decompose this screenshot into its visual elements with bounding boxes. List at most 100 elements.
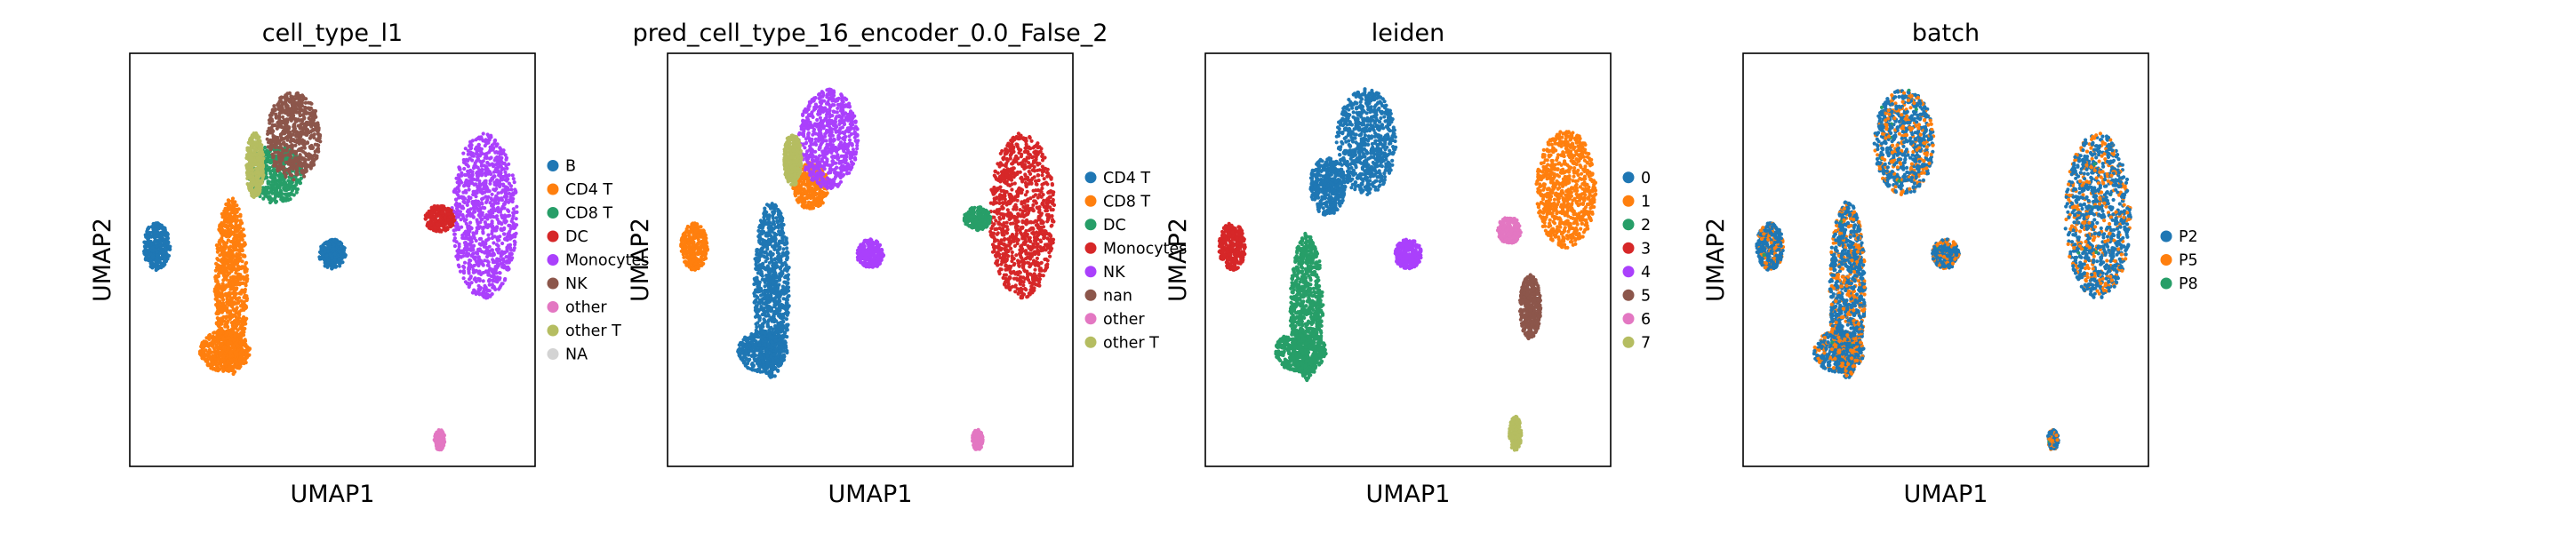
- data-point: [492, 187, 496, 192]
- data-point: [253, 146, 258, 150]
- data-point: [243, 254, 247, 259]
- data-point: [480, 202, 484, 206]
- data-point: [300, 155, 304, 160]
- data-point: [484, 250, 488, 254]
- data-point: [476, 255, 481, 259]
- data-point: [160, 235, 164, 239]
- data-point: [216, 331, 220, 337]
- data-point: [295, 165, 300, 170]
- data-point: [432, 205, 436, 210]
- data-point: [295, 94, 300, 99]
- data-point: [315, 123, 319, 127]
- data-point: [224, 244, 228, 249]
- data-point: [490, 226, 494, 230]
- data-point: [288, 183, 292, 188]
- data-point: [231, 239, 236, 243]
- data-point: [464, 178, 468, 183]
- data-point: [471, 251, 476, 256]
- data-point: [288, 149, 292, 154]
- data-point: [479, 137, 484, 141]
- data-point: [479, 291, 484, 296]
- data-point: [228, 350, 233, 354]
- data-point: [215, 250, 220, 254]
- data-point: [294, 178, 300, 182]
- data-point: [291, 113, 295, 117]
- data-point: [148, 261, 153, 266]
- data-point: [477, 154, 483, 158]
- data-point: [438, 228, 443, 233]
- data-point: [223, 285, 228, 290]
- data-point: [503, 200, 508, 204]
- data-point: [460, 180, 464, 185]
- data-point: [144, 256, 148, 260]
- data-point: [461, 216, 466, 220]
- data-point: [492, 241, 496, 245]
- data-point: [452, 190, 458, 195]
- data-point: [433, 219, 437, 223]
- data-point: [437, 447, 442, 451]
- data-point: [468, 147, 473, 151]
- y-axis-label: UMAP2: [89, 218, 116, 302]
- data-point: [464, 190, 468, 195]
- data-point: [156, 266, 160, 271]
- data-point: [248, 174, 252, 179]
- data-point: [476, 165, 480, 170]
- data-point: [479, 236, 484, 241]
- data-point: [490, 176, 494, 180]
- data-point: [480, 197, 484, 202]
- data-point: [501, 184, 506, 188]
- data-point: [449, 221, 453, 226]
- legend-label: B: [565, 158, 576, 176]
- data-point: [438, 439, 443, 443]
- data-point: [291, 167, 296, 171]
- data-point: [228, 292, 232, 297]
- data-point: [481, 279, 485, 283]
- data-point: [254, 174, 259, 179]
- data-point: [497, 277, 501, 282]
- data-point: [512, 246, 516, 251]
- data-point: [455, 205, 460, 210]
- data-point: [247, 346, 252, 351]
- data-point: [483, 242, 487, 246]
- data-point: [156, 221, 160, 226]
- data-point: [276, 150, 280, 155]
- data-point: [505, 249, 509, 253]
- data-point: [490, 291, 494, 297]
- data-point: [320, 251, 324, 256]
- data-point: [284, 109, 288, 115]
- data-point: [251, 163, 255, 167]
- data-point: [220, 329, 224, 333]
- data-point: [258, 158, 262, 163]
- data-point: [286, 113, 292, 117]
- data-point: [489, 196, 493, 201]
- data-point: [281, 165, 285, 170]
- data-point: [220, 257, 225, 261]
- data-point: [324, 253, 329, 258]
- legend-marker: [547, 183, 559, 195]
- data-point: [312, 115, 316, 121]
- data-point: [237, 266, 242, 270]
- data-point: [258, 188, 262, 193]
- data-point: [220, 365, 225, 370]
- data-point: [282, 125, 286, 130]
- data-point: [492, 199, 497, 204]
- data-point: [500, 178, 505, 182]
- data-point: [233, 217, 237, 221]
- data-point: [465, 163, 469, 167]
- data-point: [149, 235, 154, 239]
- data-point: [478, 159, 483, 163]
- data-point: [458, 167, 462, 171]
- data-point: [473, 163, 477, 167]
- data-point: [303, 165, 308, 170]
- data-point: [457, 244, 461, 249]
- data-point: [296, 117, 300, 122]
- data-point: [472, 277, 476, 282]
- data-point: [216, 341, 220, 346]
- data-point: [456, 263, 461, 267]
- data-point: [292, 178, 296, 182]
- data-point: [488, 145, 492, 149]
- data-point: [500, 282, 504, 286]
- data-point: [277, 140, 282, 145]
